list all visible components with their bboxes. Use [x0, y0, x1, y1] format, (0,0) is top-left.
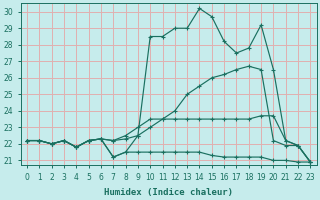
X-axis label: Humidex (Indice chaleur): Humidex (Indice chaleur): [104, 188, 233, 197]
